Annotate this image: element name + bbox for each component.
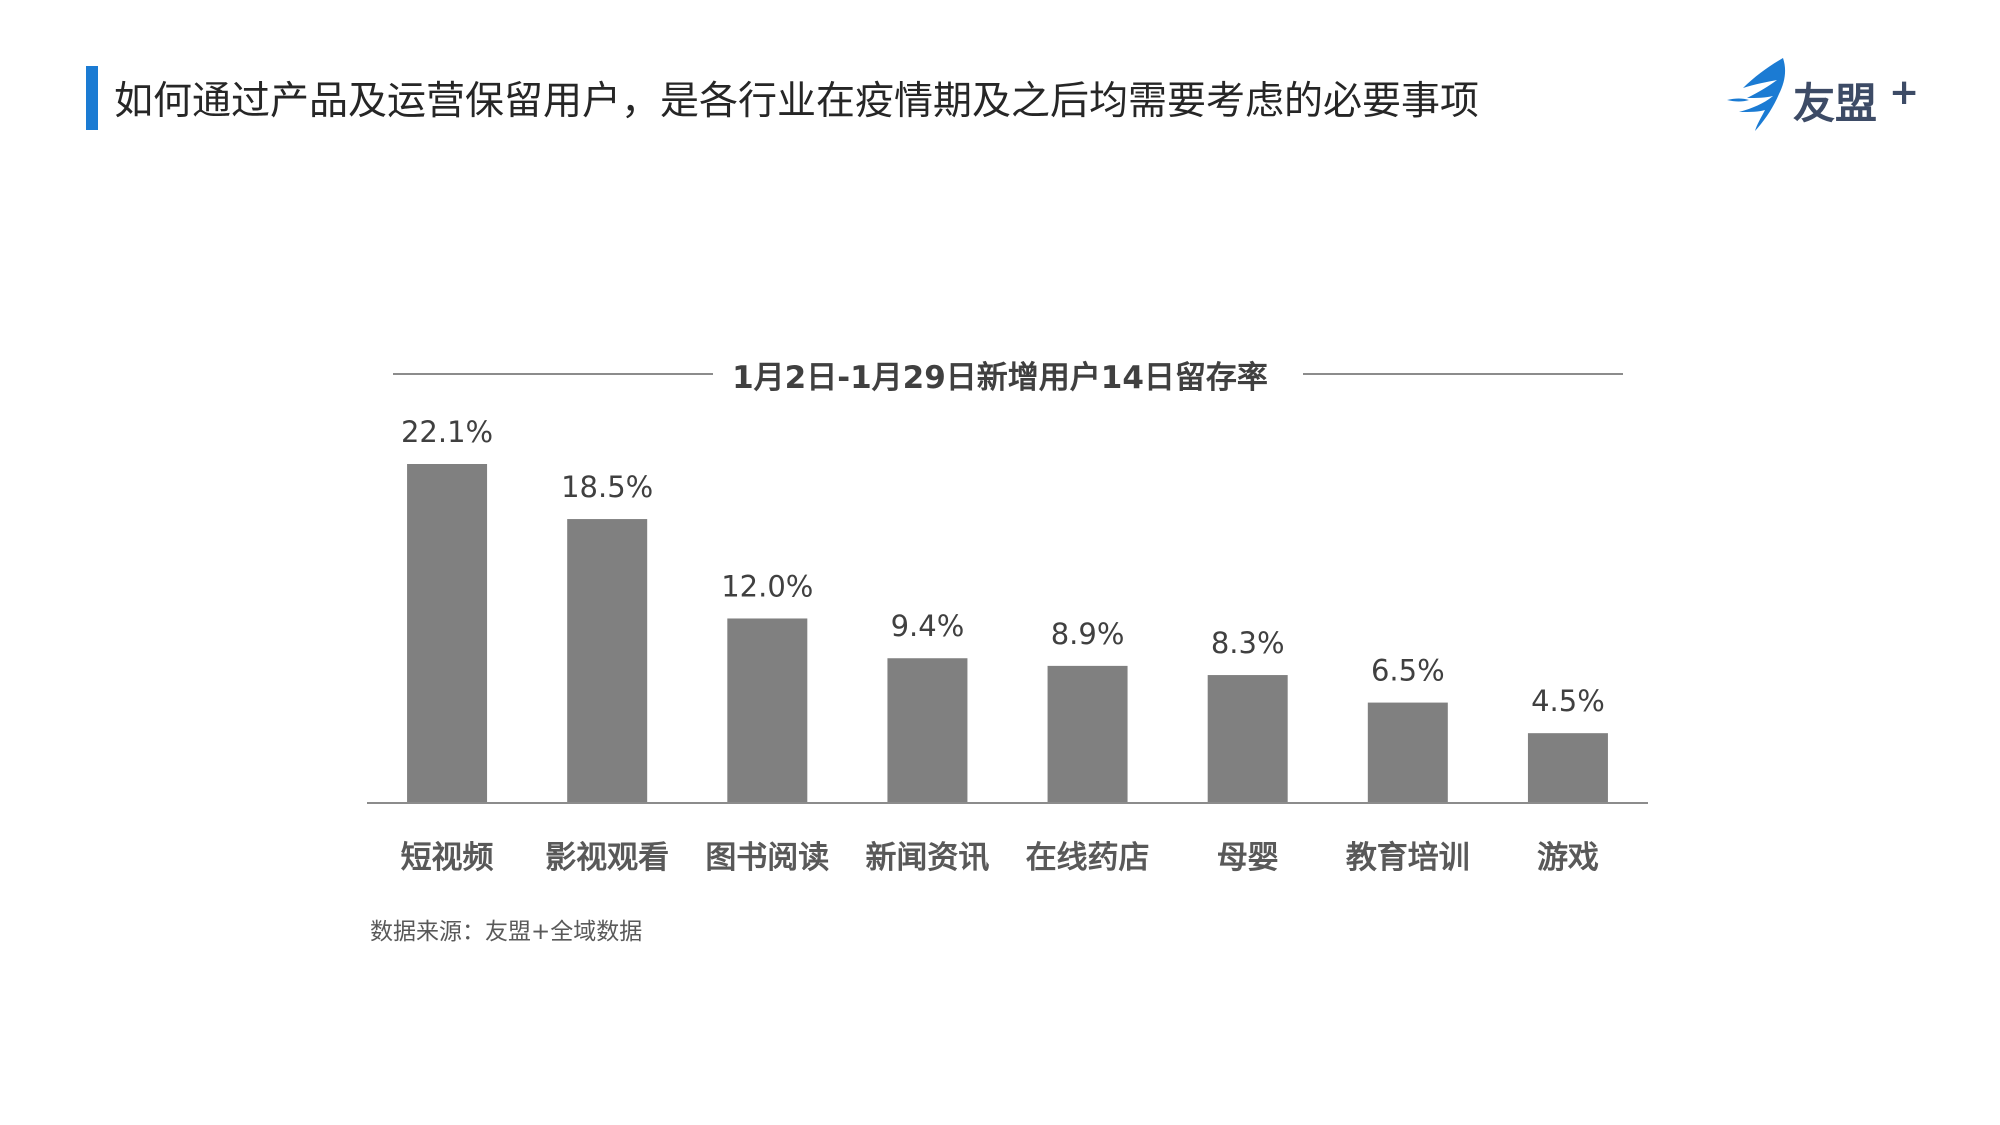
chart-title: 1月2日-1月29日新增用户14日留存率 [732, 360, 1268, 396]
category-label-5: 母婴 [1217, 840, 1279, 876]
value-label-4: 8.9% [1051, 617, 1125, 651]
page-title: 如何通过产品及运营保留用户，是各行业在疫情期及之后均需要考虑的必要事项 [114, 79, 1480, 124]
category-label-4: 在线药店 [1026, 840, 1150, 876]
category-label-6: 教育培训 [1346, 840, 1470, 876]
logo-text: 友盟 [1793, 79, 1878, 128]
bar-4 [1047, 665, 1128, 802]
chart-title-rule-left [393, 373, 713, 375]
value-label-5: 8.3% [1211, 626, 1285, 660]
bar-3 [887, 658, 968, 802]
chart-title-rule-right [1303, 373, 1623, 375]
bar-2 [727, 618, 808, 802]
data-source-note: 数据来源：友盟+全域数据 [370, 919, 643, 945]
value-label-3: 9.4% [891, 609, 965, 643]
value-label-0: 22.1% [401, 415, 493, 449]
logo-plus: + [1889, 72, 1920, 113]
bar-5 [1207, 675, 1288, 802]
category-label-0: 短视频 [401, 840, 494, 876]
value-label-1: 18.5% [561, 470, 653, 504]
bar-0 [407, 464, 488, 802]
category-label-7: 游戏 [1537, 840, 1599, 876]
value-label-7: 4.5% [1531, 684, 1605, 718]
bar-1 [567, 519, 648, 802]
category-label-3: 新闻资讯 [865, 840, 989, 876]
title-accent-bar [86, 66, 98, 130]
bar-6 [1367, 702, 1448, 802]
bird-logo-icon [1727, 58, 1786, 131]
value-label-2: 12.0% [721, 569, 813, 603]
umeng-logo: 友盟 + [1725, 56, 1925, 132]
value-label-6: 6.5% [1371, 654, 1445, 688]
category-label-2: 图书阅读 [705, 840, 829, 876]
category-label-1: 影视观看 [545, 840, 669, 876]
bar-7 [1527, 733, 1608, 802]
